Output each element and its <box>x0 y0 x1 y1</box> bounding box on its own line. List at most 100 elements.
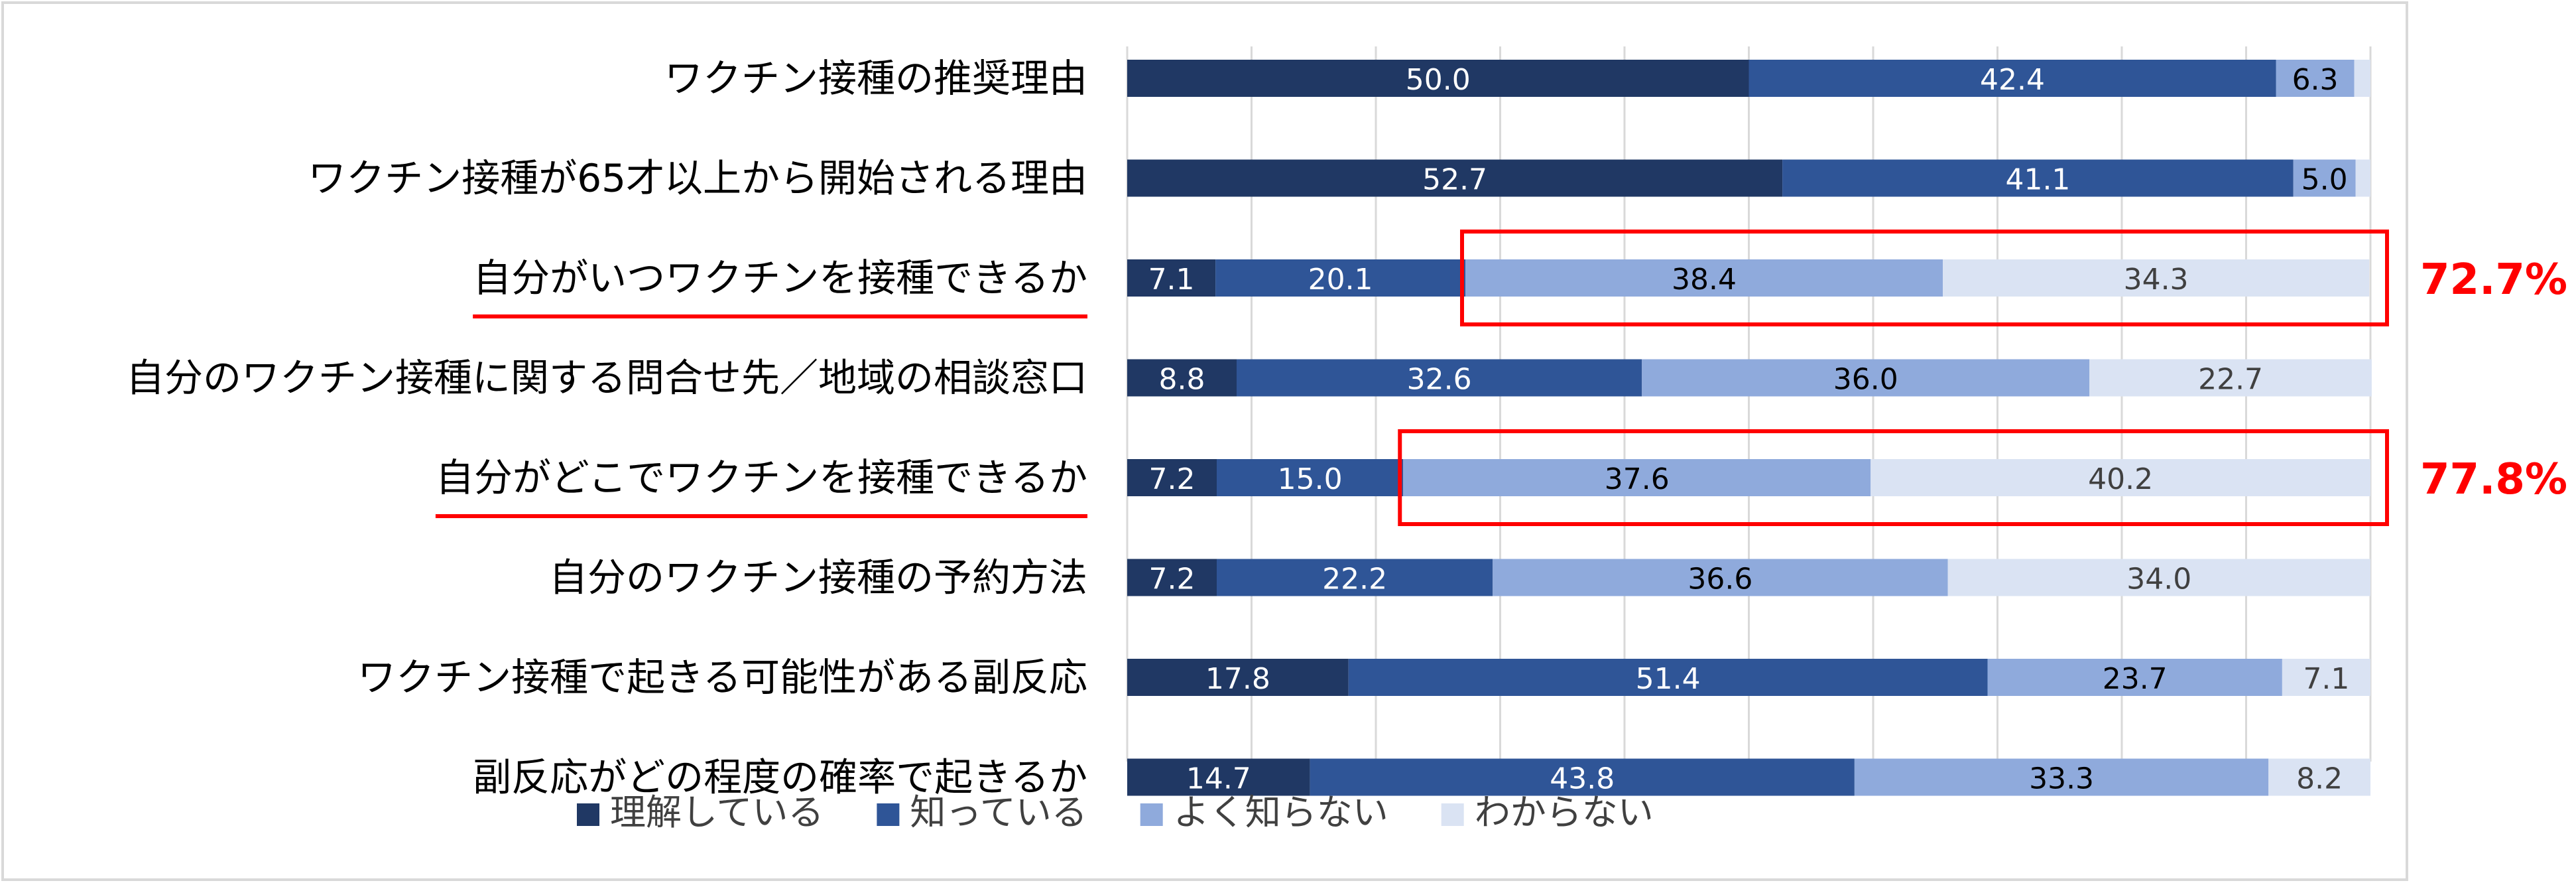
category-labels: ワクチン接種の推奨理由ワクチン接種が65才以上から開始される理由自分がいつワクチ… <box>126 56 1087 800</box>
data-label: 8.8 <box>1159 363 1205 397</box>
data-label: 8.2 <box>2296 762 2343 796</box>
legend-label: 理解している <box>610 791 824 833</box>
bar-segment <box>1217 559 1493 596</box>
data-label: 23.7 <box>2103 662 2168 696</box>
category-label: 副反応がどの程度の確率で起きるか <box>473 755 1087 800</box>
bar-segment <box>1987 659 2282 696</box>
bar-row: 7.2 22.2 36.6 34.0 <box>1127 559 2370 596</box>
bar-segment <box>1215 259 1465 297</box>
data-label: 38.4 <box>1672 263 1737 297</box>
data-label: 22.2 <box>1322 563 1387 596</box>
bar-row: 14.7 43.8 33.3 8.2 <box>1127 758 2370 796</box>
bar-segment <box>1127 758 1310 796</box>
category-label: ワクチン接種の推奨理由 <box>664 56 1087 101</box>
legend-label: よく知らない <box>1174 791 1388 833</box>
legend-swatch <box>877 803 900 826</box>
bar-segment <box>1127 459 1217 496</box>
bar-segment <box>1642 359 2090 397</box>
bar-row: 52.7 41.1 5.0 <box>1127 159 2370 197</box>
bar-segment <box>1310 758 1855 796</box>
legend-item: 知っている <box>877 791 1087 833</box>
bar-segment <box>2282 659 2370 696</box>
data-label: 43.8 <box>1550 762 1615 796</box>
bar-segment <box>2293 159 2356 197</box>
bar-segment <box>1127 259 1216 297</box>
data-label: 51.4 <box>1636 662 1701 696</box>
data-label: 34.3 <box>2124 263 2189 297</box>
legend-swatch <box>1441 803 1464 826</box>
data-label: 7.2 <box>1149 563 1196 596</box>
bar-segment <box>1782 159 2294 197</box>
data-label: 36.6 <box>1687 563 1752 596</box>
bar-segment <box>2089 359 2372 397</box>
bar-row: 7.2 15.0 37.6 40.2 <box>1127 459 2370 496</box>
legend-item: よく知らない <box>1140 791 1388 833</box>
highlight-box <box>1398 429 2389 526</box>
data-label: 7.1 <box>2303 662 2349 696</box>
data-label: 42.4 <box>1980 63 2045 97</box>
legend: 理解している 知っている よく知らない わからない <box>577 791 1654 833</box>
legend-label: わからない <box>1475 791 1654 833</box>
data-label: 33.3 <box>2029 762 2094 796</box>
bar-row: 17.8 51.4 23.7 7.1 <box>1127 659 2370 696</box>
bar-segment <box>1237 359 1642 397</box>
bars: 50.0 42.4 6.3 52.7 41.1 5.0 7.1 20.1 38.4 34.3 8.8… <box>1127 60 2372 796</box>
data-label: 36.0 <box>1833 363 1898 397</box>
bar-segment <box>1871 459 2370 496</box>
data-label: 15.0 <box>1278 462 1343 496</box>
data-label: 5.0 <box>2301 163 2348 197</box>
category-label: 自分のワクチン接種に関する問合せ先／地域の相談窓口 <box>126 356 1087 401</box>
category-label: ワクチン接種が65才以上から開始される理由 <box>308 156 1087 201</box>
data-label: 40.2 <box>2088 462 2153 496</box>
bar-segment <box>2276 60 2355 97</box>
legend-swatch <box>577 803 599 826</box>
data-label: 52.7 <box>1422 163 1487 197</box>
chart-border <box>1 1 2408 881</box>
bar-segment <box>1217 459 1404 496</box>
bar-segment <box>2355 159 2370 197</box>
data-label: 22.7 <box>2198 363 2263 397</box>
data-label: 50.0 <box>1406 63 1471 97</box>
data-label: 32.6 <box>1407 363 1472 397</box>
data-label: 17.8 <box>1205 662 1270 696</box>
data-label: 34.0 <box>2126 563 2191 596</box>
bar-segment <box>1403 459 1871 496</box>
category-label: 自分のワクチン接種の予約方法 <box>549 555 1087 600</box>
bar-segment <box>1127 159 1783 197</box>
bar-segment <box>2354 60 2370 97</box>
legend-item: わからない <box>1441 791 1654 833</box>
highlight-total-label: 72.7% <box>2420 255 2567 305</box>
bar-segment <box>1127 659 1349 696</box>
data-label: 20.1 <box>1308 263 1373 297</box>
bar-segment <box>2268 758 2370 796</box>
data-label: 37.6 <box>1605 462 1670 496</box>
data-label: 7.1 <box>1148 263 1195 297</box>
bar-segment <box>1127 60 1749 97</box>
highlights: 72.7% 77.8% <box>435 230 2567 526</box>
bar-row: 50.0 42.4 6.3 <box>1127 60 2370 97</box>
bar-segment <box>1947 559 2370 596</box>
bar-segment <box>1493 559 1948 596</box>
legend-label: 知っている <box>910 791 1087 833</box>
data-label: 41.1 <box>2005 163 2070 197</box>
bar-segment <box>1854 758 2269 796</box>
category-label: 自分がどこでワクチンを接種できるか <box>436 455 1087 500</box>
highlight-total-label: 77.8% <box>2420 455 2567 504</box>
legend-item: 理解している <box>577 791 824 833</box>
highlight-box <box>1460 230 2389 326</box>
bar-segment <box>1348 659 1988 696</box>
data-label: 7.2 <box>1149 462 1196 496</box>
bar-segment <box>1127 359 1237 397</box>
bar-segment <box>1748 60 2276 97</box>
bar-segment <box>1465 259 1943 297</box>
bar-segment <box>1943 259 2370 297</box>
data-label: 14.7 <box>1186 762 1251 796</box>
bar-row: 8.8 32.6 36.0 22.7 <box>1127 359 2372 397</box>
category-label: ワクチン接種で起きる可能性がある副反応 <box>357 655 1087 700</box>
bar-row: 7.1 20.1 38.4 34.3 <box>1127 259 2370 297</box>
legend-swatch <box>1140 803 1163 826</box>
bar-segment <box>1127 559 1217 596</box>
data-label: 6.3 <box>2292 63 2339 97</box>
